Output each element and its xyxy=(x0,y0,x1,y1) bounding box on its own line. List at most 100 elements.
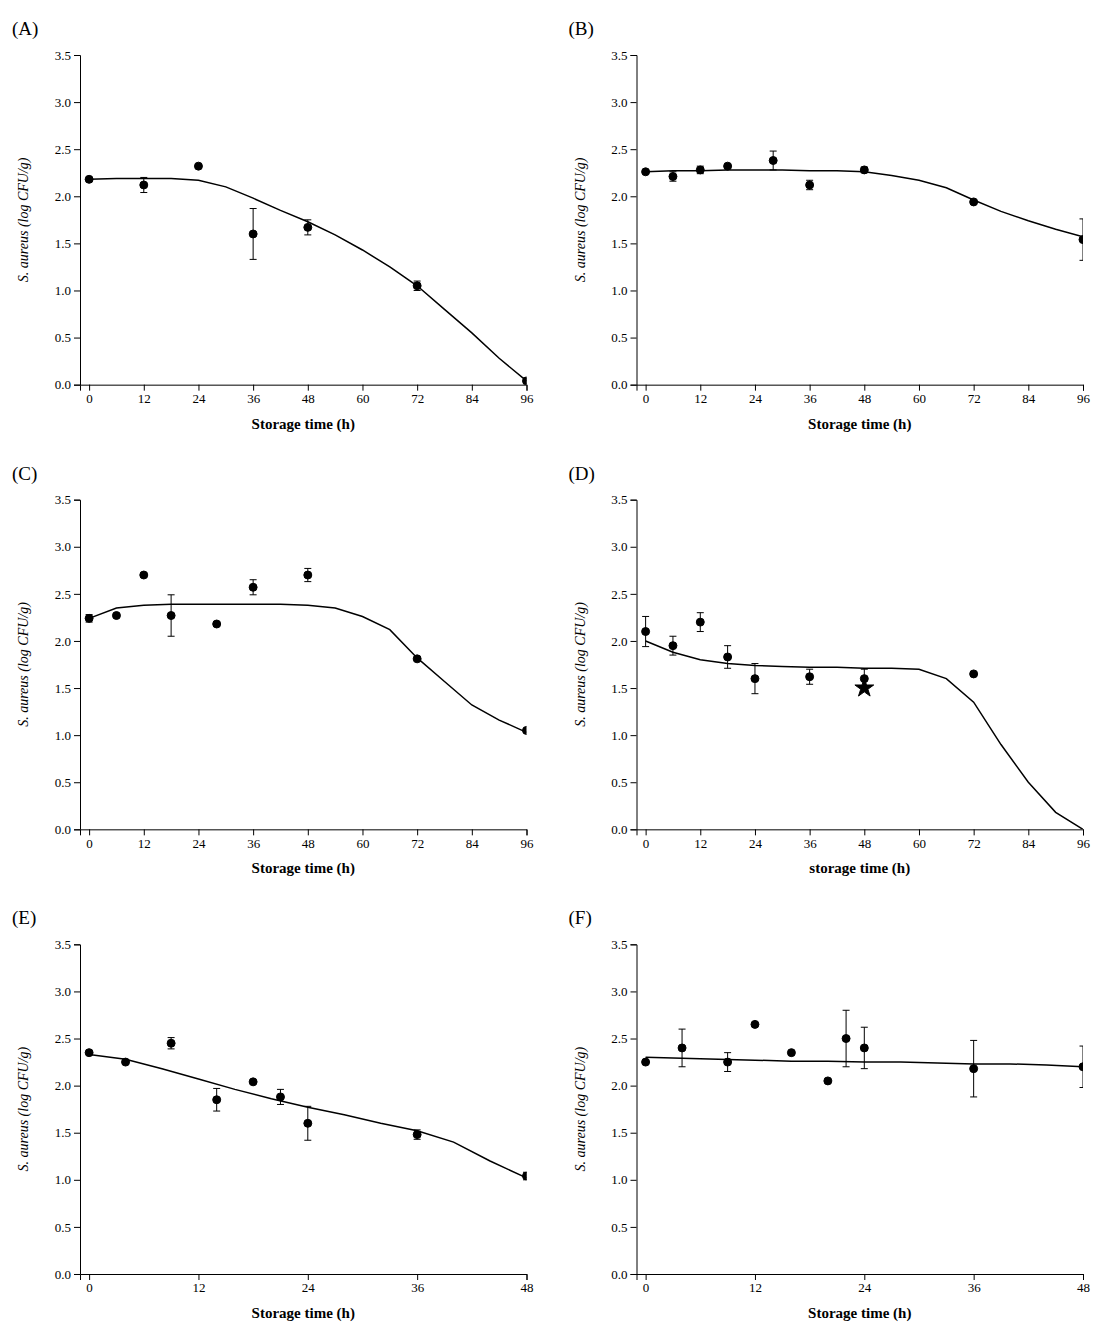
y-tick: 2.0 xyxy=(611,634,636,649)
y-tick-mark xyxy=(631,500,637,501)
data-point xyxy=(213,620,221,628)
panel-label: (D) xyxy=(569,463,595,485)
y-tick-mark xyxy=(631,102,637,103)
x-tick-mark xyxy=(198,1274,199,1280)
y-axis: 0.00.51.01.52.02.53.03.5 xyxy=(611,492,637,837)
x-axis-title: Storage time (h) xyxy=(808,1305,911,1322)
y-tick-mark xyxy=(74,243,80,244)
x-tick-mark xyxy=(308,829,309,835)
y-tick: 3.0 xyxy=(55,539,80,554)
y-axis: 0.00.51.01.52.02.53.03.5 xyxy=(55,48,81,393)
x-tick-mark xyxy=(417,1274,418,1280)
x-tick: 24 xyxy=(749,385,763,406)
x-tick-label: 36 xyxy=(247,391,261,406)
y-tick-mark xyxy=(631,55,637,56)
y-tick-mark xyxy=(631,1133,637,1134)
panel: 012243648607284960.00.51.01.52.02.53.03.… xyxy=(12,18,534,433)
error-bar xyxy=(642,616,649,646)
y-tick-label: 3.5 xyxy=(611,48,627,63)
x-tick-mark xyxy=(308,1274,309,1280)
y-tick-mark xyxy=(74,338,80,339)
y-tick-mark xyxy=(74,1227,80,1228)
x-tick: 84 xyxy=(466,385,480,406)
data-point xyxy=(413,282,421,290)
y-tick-label: 1.5 xyxy=(55,236,71,251)
y-tick-mark xyxy=(74,829,80,830)
x-tick-mark xyxy=(527,1274,528,1280)
x-tick-mark xyxy=(974,1274,975,1280)
y-tick: 1.0 xyxy=(611,283,636,298)
x-tick: 48 xyxy=(858,829,871,850)
plot-area xyxy=(85,162,526,385)
data-point xyxy=(304,1119,312,1127)
y-tick-mark xyxy=(631,1227,637,1228)
figure: 012243648607284960.00.51.01.52.02.53.03.… xyxy=(0,0,1113,1334)
y-tick: 2.0 xyxy=(611,1078,636,1093)
y-tick-mark xyxy=(631,1180,637,1181)
x-tick-label: 96 xyxy=(1077,391,1091,406)
y-tick-label: 1.5 xyxy=(55,681,71,696)
x-tick-mark xyxy=(974,385,975,391)
y-tick-label: 3.0 xyxy=(611,95,627,110)
x-tick: 24 xyxy=(749,829,763,850)
fit-line xyxy=(89,178,526,381)
y-tick-label: 2.5 xyxy=(55,142,71,157)
data-point xyxy=(523,1172,527,1180)
data-point xyxy=(696,166,704,174)
y-tick-mark xyxy=(74,290,80,291)
y-tick-mark xyxy=(631,196,637,197)
error-bar xyxy=(806,180,813,189)
x-tick-label: 0 xyxy=(86,391,93,406)
error-bar xyxy=(168,595,175,636)
error-bar xyxy=(1080,1046,1084,1087)
x-tick: 36 xyxy=(411,1274,425,1295)
x-tick-label: 60 xyxy=(913,836,926,851)
y-tick: 0.5 xyxy=(55,330,80,345)
y-tick-label: 0.0 xyxy=(611,822,627,837)
y-tick-mark xyxy=(631,944,637,945)
error-bar xyxy=(669,172,676,181)
y-axis-title: S. aureus (log CFU/g) xyxy=(16,1046,32,1171)
y-tick-mark xyxy=(74,149,80,150)
data-point xyxy=(787,1049,795,1057)
x-tick-label: 0 xyxy=(86,1280,93,1295)
error-bar xyxy=(724,1053,731,1072)
x-tick: 0 xyxy=(643,829,650,850)
y-tick: 1.5 xyxy=(611,1125,636,1140)
x-tick: 48 xyxy=(302,385,315,406)
x-axis: 012243648 xyxy=(81,1274,534,1295)
y-tick-label: 0.5 xyxy=(55,1220,71,1235)
x-tick-label: 48 xyxy=(302,836,315,851)
y-tick: 2.5 xyxy=(55,142,80,157)
x-tick-mark xyxy=(755,829,756,835)
y-tick-label: 2.5 xyxy=(611,142,627,157)
x-tick-label: 84 xyxy=(466,391,480,406)
x-tick-mark xyxy=(864,829,865,835)
y-tick-mark xyxy=(74,1086,80,1087)
y-tick-label: 2.0 xyxy=(611,1078,627,1093)
error-bar xyxy=(806,669,813,684)
x-tick-mark xyxy=(646,385,647,391)
x-tick-label: 0 xyxy=(86,836,93,851)
error-bar xyxy=(861,1027,868,1068)
data-point xyxy=(970,670,978,678)
y-tick-label: 1.0 xyxy=(55,283,71,298)
error-bar xyxy=(669,636,676,655)
y-tick-mark xyxy=(74,196,80,197)
y-tick-label: 2.0 xyxy=(55,634,71,649)
data-point xyxy=(642,168,650,176)
y-tick-label: 1.0 xyxy=(611,728,627,743)
data-point xyxy=(824,1077,832,1085)
y-tick: 3.0 xyxy=(611,984,636,999)
y-tick-mark xyxy=(631,782,637,783)
x-tick-label: 24 xyxy=(858,1280,872,1295)
y-tick-mark xyxy=(631,290,637,291)
data-point xyxy=(696,618,704,626)
panel-label: (F) xyxy=(569,907,592,929)
x-axis-line xyxy=(81,385,528,391)
panel-label: (A) xyxy=(12,18,38,40)
y-tick: 3.0 xyxy=(611,95,636,110)
y-tick-label: 0.5 xyxy=(55,775,71,790)
x-tick-label: 72 xyxy=(968,391,981,406)
x-tick-mark xyxy=(919,385,920,391)
